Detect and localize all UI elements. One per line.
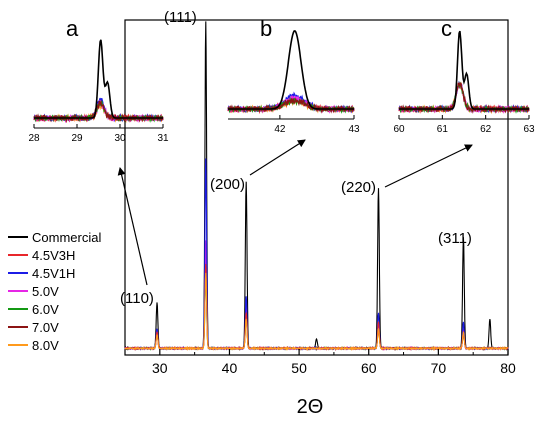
- inset-letter-c: c: [441, 16, 452, 41]
- inset-series-line-7-0v: [33, 99, 164, 124]
- series-line-8-0v: [124, 272, 509, 352]
- peak-label-111: (111): [164, 9, 197, 26]
- inset-a: 28 29 30 31: [28, 39, 169, 144]
- inset-tick-label: 31: [157, 133, 169, 144]
- peak-label-200: (200): [210, 176, 245, 193]
- legend: Commercial 4.5V3H 4.5V1H 5.0V 6.0V 7.0V 8.0V: [8, 230, 101, 353]
- peak-label-110: (110): [120, 290, 154, 307]
- legend-label-6-0v: 6.0V: [32, 302, 59, 317]
- inset-series-line-commercial: [34, 39, 163, 119]
- inset-tick-label: 29: [71, 133, 83, 144]
- peak-label-220: (220): [341, 179, 376, 196]
- main-plot-frame: [124, 19, 509, 356]
- legend-label-5-0v: 5.0V: [32, 284, 59, 299]
- x-tick-label: 30: [152, 360, 168, 376]
- inset-tick-label: 62: [480, 124, 492, 135]
- inset-tick-label: 28: [28, 133, 40, 144]
- x-tick-label: 70: [431, 360, 447, 376]
- inset-c: 60 61 62 63: [393, 30, 535, 135]
- legend-label-commercial: Commercial: [32, 230, 101, 245]
- arrow-to-inset-b: [249, 139, 306, 176]
- legend-label-8-0v: 8.0V: [32, 338, 59, 353]
- legend-label-4-5v1h: 4.5V1H: [32, 266, 75, 281]
- inset-tick-label: 42: [274, 124, 286, 135]
- peak-label-311: (311): [438, 230, 472, 247]
- series-line-4-5v1h: [124, 158, 509, 351]
- legend-label-4-5v3h: 4.5V3H: [32, 248, 75, 263]
- inset-tick-label: 43: [348, 124, 360, 135]
- series-line-5-0v: [124, 240, 509, 351]
- inset-letter-a: a: [66, 16, 79, 41]
- inset-letter-b: b: [260, 16, 272, 41]
- series-line-7-0v: [124, 243, 509, 352]
- arrow-to-inset-a: [117, 167, 148, 286]
- inset-b: 42 43: [227, 30, 360, 135]
- inset-tick-label: 60: [393, 124, 405, 135]
- x-tick-label: 40: [222, 360, 238, 376]
- series-line-commercial: [124, 21, 509, 351]
- legend-label-7-0v: 7.0V: [32, 320, 59, 335]
- x-tick-label: 50: [291, 360, 307, 376]
- inset-series-line-commercial: [399, 30, 529, 110]
- x-tick-label: 80: [500, 360, 516, 376]
- main-traces: [124, 21, 509, 352]
- inset-tick-label: 63: [523, 124, 535, 135]
- inset-series-line-commercial: [228, 30, 354, 110]
- inset-series-line-7-0v: [398, 82, 530, 114]
- main-x-ticks: 30 40 50 60 70 80: [124, 349, 516, 376]
- arrow-to-inset-c: [384, 144, 473, 188]
- inset-series-line-7-0v: [227, 97, 355, 114]
- series-line-4-5v3h: [124, 263, 509, 352]
- x-tick-label: 60: [361, 360, 377, 376]
- x-axis-label: 2Θ: [297, 396, 324, 418]
- inset-tick-label: 30: [114, 133, 126, 144]
- inset-tick-label: 61: [437, 124, 449, 135]
